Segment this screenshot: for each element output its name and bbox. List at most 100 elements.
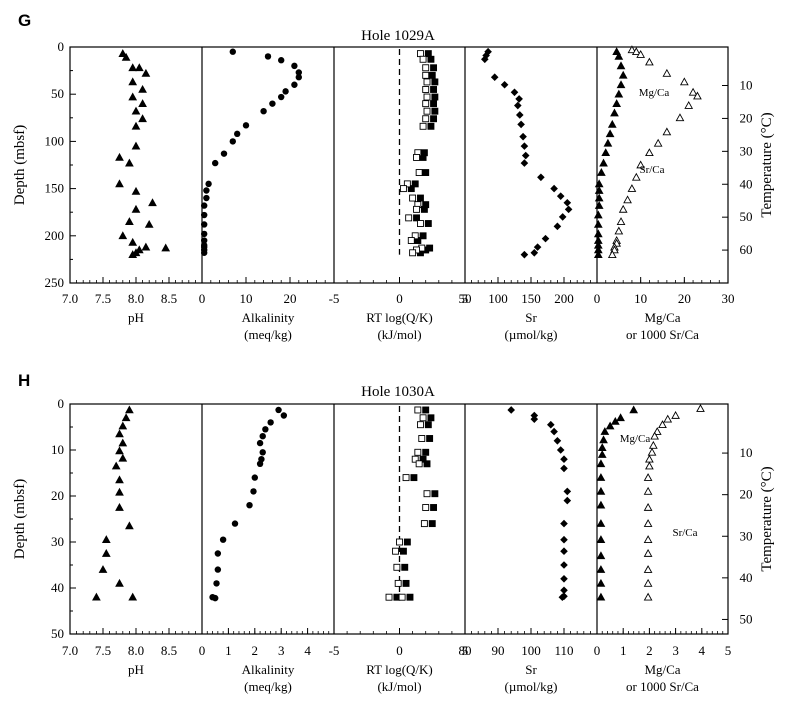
data-point [653,138,663,147]
data-point [607,119,617,128]
data-point [214,566,222,573]
data-point [128,237,138,246]
subplot-2: -5 0 5 RT log(Q/K) (kJ/mol) [329,49,468,342]
data-point [610,108,619,117]
data-point [409,194,417,202]
x-axis-label: Alkalinity [242,310,295,325]
x-axis-label: Mg/Ca [644,310,680,325]
data-point [115,446,124,455]
data-point [229,48,236,55]
x-tick-label: 3 [672,643,679,658]
x-axis-label: RT log(Q/K) [366,310,433,325]
data-point [560,592,568,601]
data-point [291,81,298,88]
x-axis-unit: (µmol/kg) [505,327,558,342]
data-point [648,440,658,449]
data-point [415,169,423,177]
data-point [128,77,138,86]
data-point [98,565,108,573]
x-axis-label: Alkalinity [242,662,295,677]
x-tick-label: 1 [620,643,627,658]
data-point [431,107,439,115]
subplot-0: 7.0 7.5 8.0 8.5 pH [62,405,203,677]
data-point [629,405,639,414]
data-point [420,205,428,213]
data-point [560,586,568,595]
data-point [229,138,236,145]
data-point [205,180,212,188]
data-point [260,107,267,115]
data-point [118,231,128,240]
y-axis-label: Depth (mbsf) [12,479,28,559]
data-point [128,92,138,101]
data-point [291,62,298,70]
data-point [118,49,128,57]
data-point [605,421,615,430]
data-point [431,93,439,101]
series-sr-ca [643,404,705,601]
data-point [419,55,427,63]
data-point [148,198,157,207]
series-annotation: Sr/Ca [639,164,664,176]
data-point [417,50,424,58]
data-point [428,520,436,528]
data-point [295,69,302,76]
data-point [128,250,138,259]
data-point [643,578,653,587]
data-point [419,153,427,161]
data-point [414,448,422,456]
data-point [533,243,542,251]
y-tick-label: 0 [58,39,65,54]
y-tick-label: 30 [51,534,64,549]
y-tick-label: 50 [51,626,64,641]
data-point [612,99,622,107]
data-point [614,226,624,235]
data-point [422,100,430,108]
right-tick-label: 60 [740,242,753,257]
data-point [417,421,424,429]
data-point [424,50,432,58]
data-point [413,205,420,213]
data-point [422,504,430,511]
data-point [422,64,430,72]
data-point [393,563,401,571]
right-axis-label: Temperature (°C) [759,112,775,217]
data-point [138,114,147,123]
data-point [423,93,431,101]
data-point [596,473,606,481]
data-point [593,250,603,259]
data-point [517,120,525,129]
x-tick-label: 90 [492,643,505,658]
data-point [411,455,419,463]
data-point [278,93,285,101]
y-tick-label: 200 [45,228,65,243]
data-point [520,250,529,259]
x-axis-label: Sr [525,662,537,677]
data-point [596,535,606,544]
data-point [643,548,653,557]
data-point [663,414,673,423]
data-point [411,232,419,240]
data-point [115,152,124,161]
x-tick-label: 110 [554,643,573,658]
data-point [121,413,131,422]
data-point [605,129,615,138]
data-point [242,122,250,129]
x-axis-unit: or 1000 Sr/Ca [626,327,699,342]
data-point [138,84,147,93]
data-point [424,220,432,227]
data-point [550,427,558,436]
data-point [161,243,171,252]
hole-title: Hole 1030A [361,384,435,400]
data-point [597,450,607,458]
data-point [616,61,626,70]
data-point [131,186,141,195]
data-point [234,130,241,138]
series-circle-filled [201,48,302,256]
data-point [256,460,264,467]
right-axis-label: Temperature (°C) [759,466,775,571]
data-point [616,80,626,89]
data-point [115,578,124,587]
right-tick-label: 10 [740,445,753,460]
data-point [537,173,545,182]
